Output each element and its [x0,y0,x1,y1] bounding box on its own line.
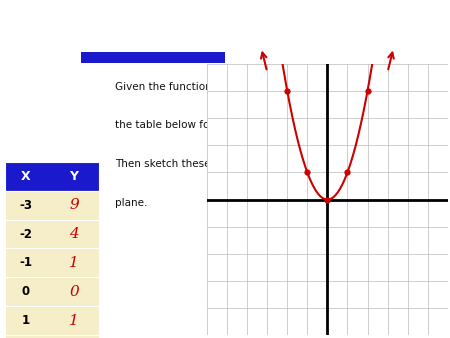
Bar [81,52,225,63]
Text: Then sketch these points on a coordinate: Then sketch these points on a coordinate [115,159,331,169]
Text: Warm Up: Warm Up [322,18,436,42]
Bar [4,335,99,338]
Text: 1: 1 [69,256,79,270]
Text: -3: -3 [19,199,32,212]
Text: 0: 0 [69,285,79,299]
Text: 9: 9 [69,198,79,212]
Bar [4,277,99,306]
Text: plane.: plane. [115,197,147,208]
Text: Y: Y [68,170,77,183]
Bar [4,248,99,277]
Text: 1: 1 [22,314,30,327]
Text: the table below for the values of this function.: the table below for the values of this f… [115,120,356,130]
Text: -2: -2 [19,227,32,241]
Text: 4: 4 [69,227,79,241]
Text: -1: -1 [19,257,32,269]
Text: Given the function y = x², copy and complete: Given the function y = x², copy and comp… [115,82,353,92]
Text: 1: 1 [69,314,79,328]
Bar [4,162,99,191]
Text: X: X [21,170,31,183]
Text: 0: 0 [22,285,30,298]
Bar [4,220,99,248]
Bar [4,306,99,335]
Bar [4,191,99,220]
